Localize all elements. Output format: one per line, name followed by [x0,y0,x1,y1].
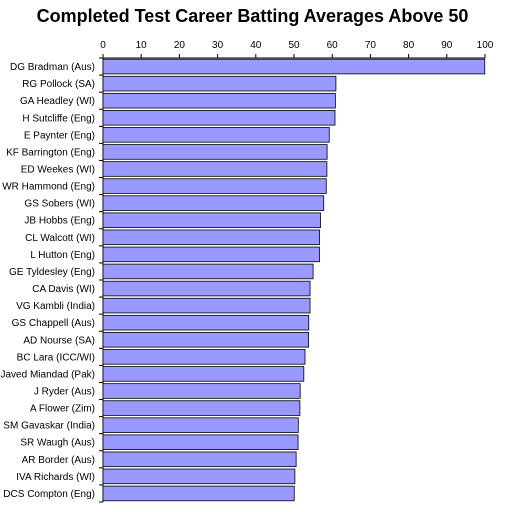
bar [102,417,299,433]
category-label: GS Sobers (WI) [24,199,95,210]
category-label: RG Pollock (SA) [22,79,95,90]
bar [102,178,327,194]
x-tick-label: 0 [100,40,106,51]
category-label: AD Nourse (SA) [23,335,95,346]
category-label: Javed Miandad (Pak) [1,369,96,380]
bar [102,75,337,92]
bar [102,212,321,228]
category-label: GA Headley (WI) [20,96,95,107]
x-tick-label: 40 [250,40,262,51]
x-tick-label: 90 [441,40,453,51]
category-label: DG Bradman (Aus) [10,62,95,73]
x-tick-label: 70 [365,40,377,51]
x-tick-label: 80 [403,40,415,51]
x-tick-label: 50 [288,40,300,51]
bar [102,127,330,143]
category-label: A Flower (Zim) [30,404,95,415]
category-label: J Ryder (Aus) [34,387,95,398]
bar [102,246,320,263]
category-label: CA Davis (WI) [32,284,95,295]
x-tick-label: 30 [212,40,224,51]
category-label: VG Kambli (India) [16,301,95,312]
category-label: GS Chappell (Aus) [12,318,95,329]
bar [102,263,314,280]
category-label: E Paynter (Eng) [24,130,95,141]
bar [102,366,305,382]
bar [102,485,295,502]
bar [102,349,306,365]
category-label: BC Lara (ICC/WI) [17,352,95,363]
bar [102,58,486,75]
chart-title: Completed Test Career Batting Averages A… [36,6,469,26]
bar [102,400,301,416]
x-tick-label: 60 [327,40,339,51]
category-label: DCS Compton (Eng) [3,489,95,500]
bar [102,468,296,485]
bar [102,195,325,211]
x-tick-label: 100 [477,40,494,51]
x-tick-label: 20 [174,40,186,51]
category-label: JB Hobbs (Eng) [24,216,95,227]
category-label: H Sutcliffe (Eng) [22,113,95,124]
bar [102,383,301,399]
category-label: L Hutton (Eng) [30,250,95,261]
bar [102,110,336,126]
category-label: IVA Richards (WI) [16,472,95,483]
bar [102,92,336,109]
bar [102,451,297,468]
category-label: CL Walcott (WI) [25,233,95,244]
bar [102,434,299,450]
bar [102,314,310,331]
bar [102,297,311,314]
bar [102,229,320,246]
bar [102,161,328,177]
bar [102,332,309,348]
bar [102,280,311,297]
category-label: AR Border (Aus) [22,455,95,466]
category-label: SR Waugh (Aus) [20,438,95,449]
x-tick-label: 10 [136,40,148,51]
category-label: GE Tyldesley (Eng) [9,267,95,278]
category-label: SM Gavaskar (India) [3,421,95,432]
bar [102,144,328,160]
category-label: WR Hammond (Eng) [2,182,95,193]
category-label: KF Barrington (Eng) [6,147,95,158]
category-label: ED Weekes (WI) [21,165,95,176]
